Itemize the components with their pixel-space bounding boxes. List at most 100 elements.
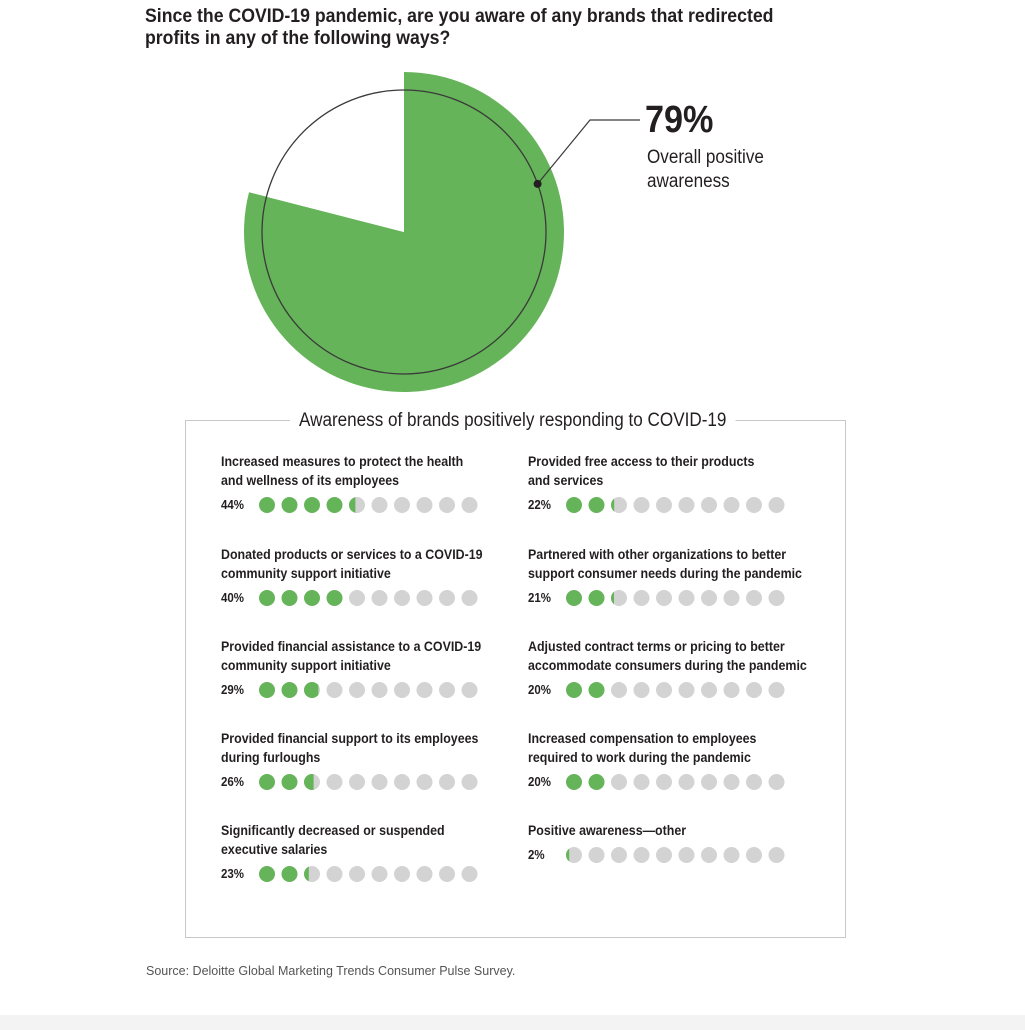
dot [746, 682, 762, 698]
awareness-item: Donated products or services to a COVID-… [221, 546, 521, 608]
dot [281, 682, 298, 698]
dot [678, 847, 695, 863]
item-label: Adjusted contract terms or pricing to be… [528, 639, 807, 673]
dot [371, 682, 388, 698]
dot [633, 847, 650, 863]
dot [566, 590, 582, 606]
awareness-item: Provided free access to their products an… [528, 453, 828, 515]
dot [304, 682, 320, 698]
item-percent: 26% [221, 775, 245, 789]
dot [611, 847, 627, 863]
dot [371, 497, 388, 513]
dot [304, 866, 320, 882]
dot [678, 590, 695, 606]
pie-outline-ring [261, 89, 547, 375]
dot [588, 774, 605, 790]
dot [723, 590, 740, 606]
dot [439, 774, 455, 790]
dot [304, 497, 320, 513]
dot [723, 847, 740, 863]
item-label: Positive awareness—other [528, 823, 687, 838]
item-label: Significantly decreased or suspended exec… [221, 823, 445, 857]
dot [439, 682, 455, 698]
dot-meter [566, 590, 785, 606]
dot-meter [259, 774, 478, 790]
dot [349, 774, 365, 790]
dot [633, 497, 650, 513]
item-percent: 29% [221, 683, 245, 697]
dot [656, 847, 672, 863]
panel-title: Awareness of brands positively respondin… [290, 408, 736, 434]
dot [656, 774, 672, 790]
item-percent: 23% [221, 867, 245, 881]
item-percent: 21% [528, 591, 552, 605]
dot [439, 497, 455, 513]
dot [656, 590, 672, 606]
dot [588, 497, 605, 513]
dot [656, 497, 672, 513]
dot-meter [566, 497, 785, 513]
dot [259, 774, 275, 790]
dot [439, 590, 455, 606]
dot [461, 497, 478, 513]
item-percent: 2% [528, 848, 545, 862]
item-percent: 40% [221, 591, 245, 605]
dot [326, 497, 343, 513]
dot [611, 682, 627, 698]
dot [723, 497, 740, 513]
dot [394, 497, 410, 513]
item-label: Donated products or services to a COVID-… [221, 547, 483, 581]
item-percent: 22% [528, 498, 552, 512]
dot [416, 497, 433, 513]
dot [394, 866, 410, 882]
dot [281, 866, 298, 882]
pie-chart [244, 72, 640, 392]
dot [633, 774, 650, 790]
dot [371, 774, 388, 790]
dot [394, 590, 410, 606]
item-label: Provided free access to their products an… [528, 454, 755, 488]
item-label: Increased measures to protect the health… [221, 454, 464, 488]
dot [566, 847, 582, 863]
dot [259, 866, 275, 882]
dot [723, 774, 740, 790]
dot [416, 774, 433, 790]
item-label: Partnered with other organizations to be… [528, 547, 802, 581]
awareness-item: Provided financial support to its employ… [221, 730, 521, 792]
dot [461, 866, 478, 882]
dot [768, 682, 785, 698]
dot [281, 497, 298, 513]
dot-meter [566, 774, 785, 790]
dot [259, 497, 275, 513]
dot [281, 590, 298, 606]
source-note: Source: Deloitte Global Marketing Trends… [146, 964, 516, 978]
dot [461, 682, 478, 698]
dot [746, 847, 762, 863]
dot [439, 866, 455, 882]
dot [656, 682, 672, 698]
dot [259, 590, 275, 606]
dot-meter [259, 590, 478, 606]
dot [768, 847, 785, 863]
dot [588, 682, 605, 698]
awareness-item: Significantly decreased or suspended exec… [221, 822, 521, 884]
dot [746, 590, 762, 606]
dot [304, 590, 320, 606]
dot [371, 590, 388, 606]
dot [349, 682, 365, 698]
item-label: Provided financial support to its employ… [221, 731, 479, 765]
item-label: Increased compensation to employees requi… [528, 731, 757, 765]
dot [304, 774, 320, 790]
dot [416, 682, 433, 698]
dot [768, 497, 785, 513]
item-percent: 44% [221, 498, 245, 512]
dot [326, 774, 343, 790]
dot [259, 682, 275, 698]
dot [461, 590, 478, 606]
dot [326, 682, 343, 698]
chart-title: Since the COVID-19 pandemic, are you awa… [145, 6, 774, 49]
dot [461, 774, 478, 790]
dot [701, 682, 717, 698]
item-label: Provided financial assistance to a COVID… [221, 639, 482, 673]
dot [349, 497, 365, 513]
